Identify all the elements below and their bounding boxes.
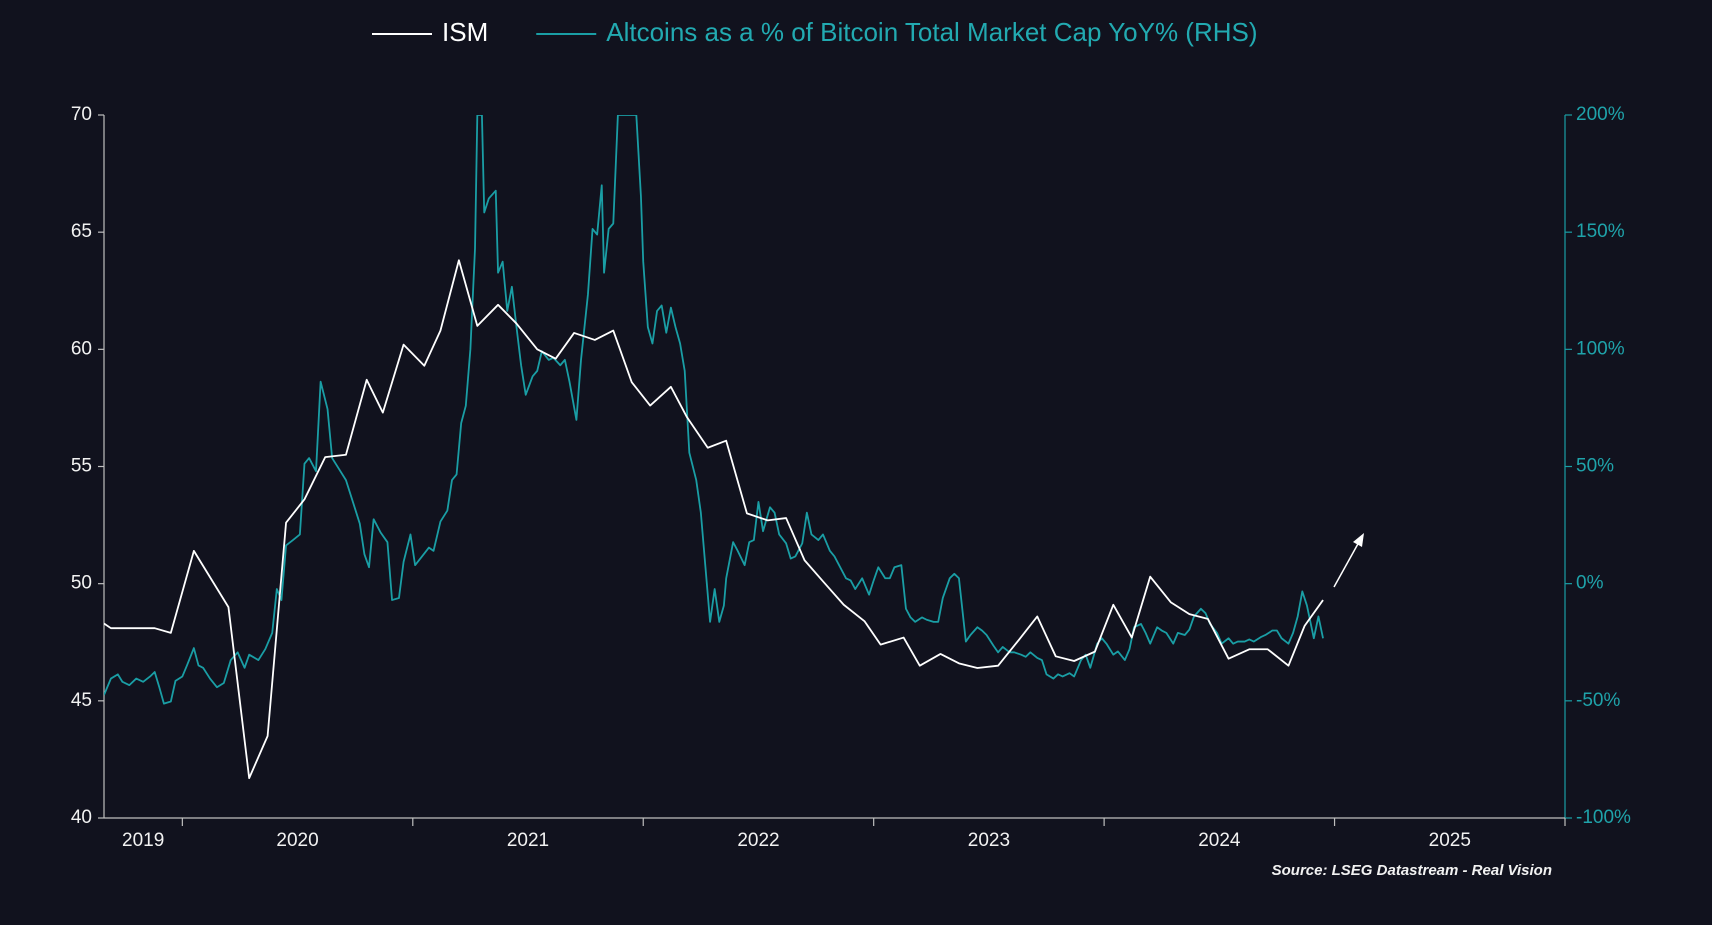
annotation-arrow [1333, 533, 1364, 588]
y2-tick-label: -100% [1576, 807, 1631, 828]
y-tick-label: 60 [71, 338, 92, 359]
source-note: Source: LSEG Datastream - Real Vision [1272, 862, 1552, 879]
x-tick-label: 2023 [968, 830, 1010, 851]
y2-tick-label: 150% [1576, 221, 1625, 242]
y2-tick-label: 50% [1576, 456, 1614, 477]
y2-tick-label: -50% [1576, 690, 1620, 711]
x-tick-label: 2025 [1429, 830, 1471, 851]
y-tick-label: 50 [71, 573, 92, 594]
arrow-shaft [1333, 541, 1360, 588]
y2-tick-label: 200% [1576, 104, 1625, 125]
y-tick-label: 55 [71, 456, 92, 477]
series-line [104, 115, 1324, 705]
y2-tick-label: 100% [1576, 338, 1625, 359]
legend-item: Altcoins as a % of Bitcoin Total Market … [536, 17, 1258, 47]
y-tick-label: 40 [71, 807, 92, 828]
legend: ISM Altcoins as a % of Bitcoin Total Mark… [372, 17, 1258, 47]
legend-label: Altcoins as a % of Bitcoin Total Market … [606, 17, 1257, 47]
y2-tick-label: 0% [1576, 573, 1604, 594]
arrow-head [1353, 533, 1364, 547]
y-tick-label: 45 [71, 690, 92, 711]
x-tick-label: 2024 [1198, 830, 1241, 851]
y-tick-label: 70 [71, 104, 92, 125]
x-tick-label: 2020 [276, 830, 318, 851]
ticks: 40 45 50 55 60 65 70 -100% -50% 0% 50% 100% 150% 200%… [71, 104, 1631, 851]
legend-item: ISM [372, 17, 488, 47]
x-tick-label: 2021 [507, 830, 549, 851]
x-tick-label: 2022 [737, 830, 779, 851]
legend-label: ISM [442, 17, 488, 47]
plot-area [104, 115, 1324, 780]
x-tick-label: 2019 [122, 830, 164, 851]
y-tick-label: 65 [71, 221, 92, 242]
series-line [104, 259, 1324, 780]
